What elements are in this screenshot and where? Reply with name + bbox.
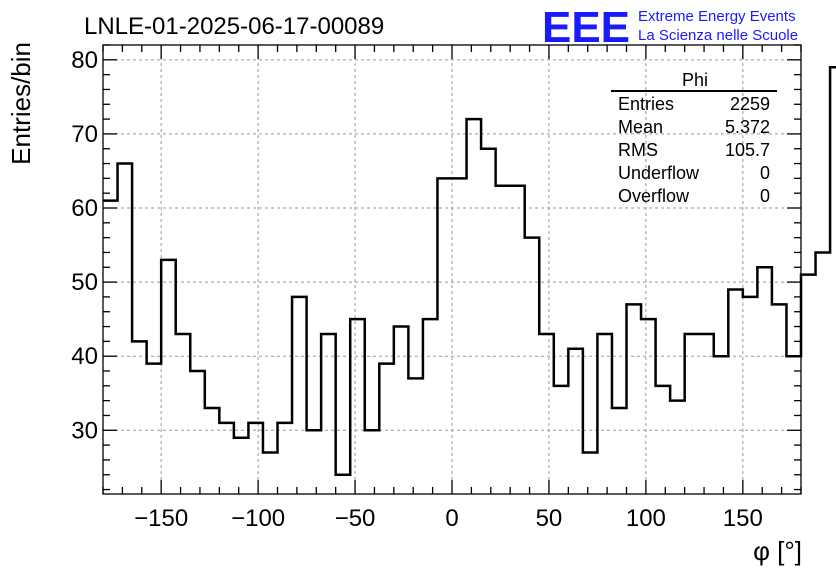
stats-label: Overflow — [618, 186, 690, 206]
stats-value: 0 — [760, 163, 770, 183]
stats-label: Entries — [618, 94, 674, 114]
stats-label: RMS — [618, 140, 658, 160]
stats-value: 105.7 — [725, 140, 770, 160]
y-tick-labels: 30 40 50 60 70 80 — [71, 47, 98, 444]
stats-label: Underflow — [618, 163, 700, 183]
x-tick-labels: −150 −100 −50 0 50 100 150 — [134, 505, 763, 532]
x-tick-label: −50 — [335, 505, 376, 532]
y-tick-label: 70 — [71, 121, 98, 148]
eee-logo-text: EEE — [542, 3, 630, 52]
stats-label: Mean — [618, 117, 663, 137]
stats-title: Phi — [682, 70, 708, 90]
x-tick-label: 0 — [445, 505, 458, 532]
x-axis-label: φ [°] — [753, 536, 802, 566]
x-tick-label: −150 — [134, 505, 188, 532]
y-tick-label: 30 — [71, 417, 98, 444]
logo-subtitle-1: Extreme Energy Events — [638, 8, 796, 25]
stats-value: 0 — [760, 186, 770, 206]
x-tick-label: 50 — [536, 505, 563, 532]
y-axis-label: Entries/bin — [6, 42, 36, 165]
chart-title: LNLE-01-2025-06-17-00089 — [84, 13, 384, 40]
histogram-line — [103, 65, 836, 476]
stats-box: Phi Entries 2259 Mean 5.372 RMS 105.7 Underflo… — [611, 70, 777, 206]
y-tick-label: 60 — [71, 195, 98, 222]
y-tick-label: 40 — [71, 343, 98, 370]
logo-subtitle-2: La Scienza nelle Scuole — [638, 27, 798, 44]
x-tick-label: −100 — [231, 505, 285, 532]
x-tick-label: 100 — [626, 505, 666, 532]
grid-lines — [103, 45, 801, 494]
axis-ticks — [102, 44, 802, 494]
y-tick-label: 80 — [71, 47, 98, 74]
x-tick-label: 150 — [723, 505, 763, 532]
stats-value: 5.372 — [725, 117, 770, 137]
stats-value: 2259 — [730, 94, 770, 114]
eee-logo: EEE Extreme Energy Events La Scienza nel… — [542, 3, 798, 52]
y-tick-label: 50 — [71, 269, 98, 296]
